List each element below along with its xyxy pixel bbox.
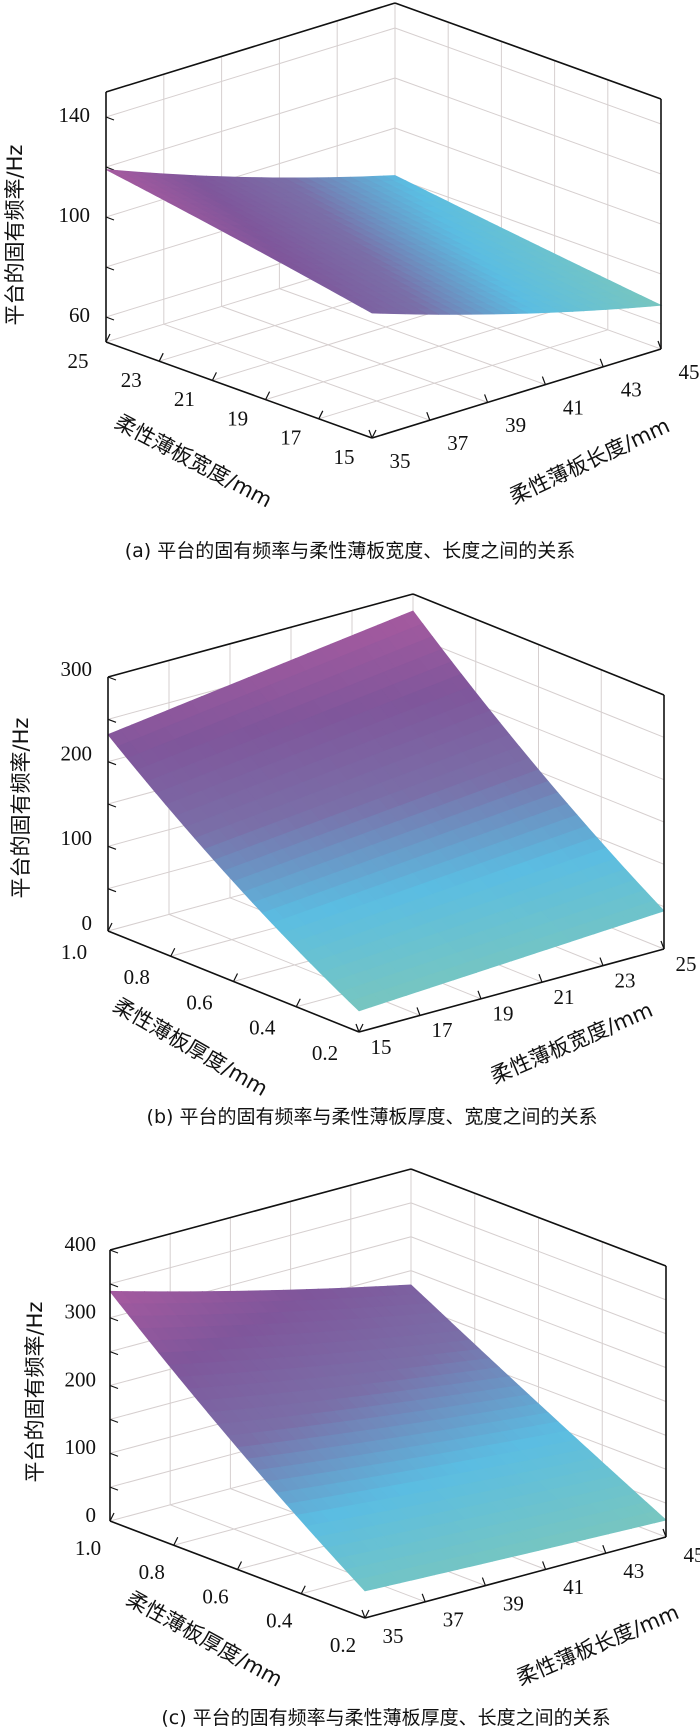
z-tick-label: 140 <box>59 103 91 127</box>
y-tick-label: 0.8 <box>139 1560 165 1584</box>
surface <box>106 170 661 315</box>
x-tick-label: 15 <box>371 1035 392 1059</box>
z-tick <box>108 719 116 722</box>
y-tick-label: 15 <box>334 445 355 469</box>
gridline <box>106 28 395 117</box>
z-tick <box>110 1419 118 1422</box>
x-tick-label: 35 <box>390 449 411 473</box>
gridline <box>395 28 661 124</box>
surface-chart-a: 35 37 39 41 43 45 15 17 19 21 23 25 60 100 140 平台的固有频率/… <box>3 3 700 512</box>
z-tick-label: 200 <box>65 1367 97 1391</box>
y-tick-label: 0.6 <box>202 1584 228 1608</box>
z-tick <box>110 1318 118 1321</box>
z-tick <box>108 846 116 849</box>
surface-chart-b: 15 17 19 21 23 25 0.2 0.4 0.6 0.8 1.0 0 100 200 300 平台的… <box>9 594 697 1101</box>
y-tick-label: 1.0 <box>61 940 87 964</box>
y-tick-label: 17 <box>280 426 301 450</box>
gridline <box>395 78 661 174</box>
z-tick <box>108 804 116 807</box>
z-tick-label: 60 <box>69 303 90 327</box>
x-tick-label: 37 <box>447 431 468 455</box>
box-edge <box>110 1169 411 1250</box>
x-tick-label: 45 <box>684 1543 700 1567</box>
y-tick-label: 1.0 <box>75 1536 101 1560</box>
x-tick-label: 43 <box>621 378 642 402</box>
x-tick-label: 37 <box>443 1608 464 1632</box>
box-edge <box>106 3 395 92</box>
z-tick <box>110 1453 118 1456</box>
z-tick-label: 400 <box>65 1232 97 1256</box>
z-axis-title: 平台的固有频率/Hz <box>23 1302 47 1483</box>
gridline <box>110 1203 411 1284</box>
x-tick-label: 41 <box>563 395 584 419</box>
z-tick-label: 0 <box>86 1503 97 1527</box>
y-tick-label: 23 <box>121 368 142 392</box>
x-tick-label: 43 <box>623 1559 644 1583</box>
caption-b: (b) 平台的固有频率与柔性薄板厚度、宽度之间的关系 <box>147 1102 598 1129</box>
z-tick-label: 300 <box>65 1300 97 1324</box>
z-tick <box>110 1284 118 1287</box>
y-tick-label: 19 <box>227 406 248 430</box>
x-tick-label: 35 <box>383 1624 404 1648</box>
x-tick-label: 23 <box>615 968 636 992</box>
surface-chart-c: 35 37 39 41 43 45 0.2 0.4 0.6 0.8 1.0 0 100 200 300 400… <box>23 1169 700 1692</box>
z-tick <box>108 889 116 892</box>
z-tick <box>106 317 114 320</box>
y-tick-label: 21 <box>174 387 195 411</box>
z-tick-label: 200 <box>61 741 93 765</box>
y-tick-label: 0.4 <box>266 1609 293 1633</box>
z-tick-label: 300 <box>61 657 93 681</box>
y-tick-label: 25 <box>68 349 89 373</box>
gridline <box>164 324 430 420</box>
z-tick-label: 100 <box>65 1435 97 1459</box>
y-tick-label: 0.6 <box>186 990 212 1014</box>
x-tick-label: 21 <box>554 985 575 1009</box>
y-tick-label: 0.8 <box>124 965 150 989</box>
z-axis-title: 平台的固有频率/Hz <box>3 145 27 326</box>
z-tick <box>106 117 114 120</box>
x-tick-label: 39 <box>503 1591 524 1615</box>
x-tick-label: 17 <box>432 1018 453 1042</box>
y-axis-title: 柔性薄板宽度/mm <box>111 410 276 512</box>
gridline <box>222 306 488 402</box>
x-tick-label: 41 <box>563 1575 584 1599</box>
z-tick <box>110 1386 118 1389</box>
z-tick <box>110 1487 118 1490</box>
y-tick-label: 0.2 <box>330 1633 356 1657</box>
gridline <box>106 78 395 167</box>
z-tick <box>106 217 114 220</box>
z-axis-title: 平台的固有频率/Hz <box>9 718 33 899</box>
z-tick-label: 100 <box>59 203 91 227</box>
y-tick-label: 0.4 <box>249 1016 276 1040</box>
y-tick-label: 0.2 <box>312 1041 338 1065</box>
z-tick-label: 0 <box>82 911 93 935</box>
z-tick <box>106 267 114 270</box>
z-tick <box>110 1352 118 1355</box>
z-tick-label: 100 <box>61 826 93 850</box>
caption-a: (a) 平台的固有频率与柔性薄板宽度、长度之间的关系 <box>125 536 576 563</box>
x-tick-label: 39 <box>505 413 526 437</box>
gridline <box>266 311 555 400</box>
z-tick <box>108 762 116 765</box>
x-tick-label: 45 <box>679 360 700 384</box>
caption-c: (c) 平台的固有频率与柔性薄板厚度、长度之间的关系 <box>161 1703 610 1730</box>
x-tick-label: 19 <box>493 1002 514 1026</box>
box-edge <box>395 3 661 99</box>
x-tick-label: 25 <box>676 952 697 976</box>
x-axis-title: 柔性薄板长度/mm <box>513 1600 682 1690</box>
x-axis-title: 柔性薄板长度/mm <box>506 413 674 509</box>
